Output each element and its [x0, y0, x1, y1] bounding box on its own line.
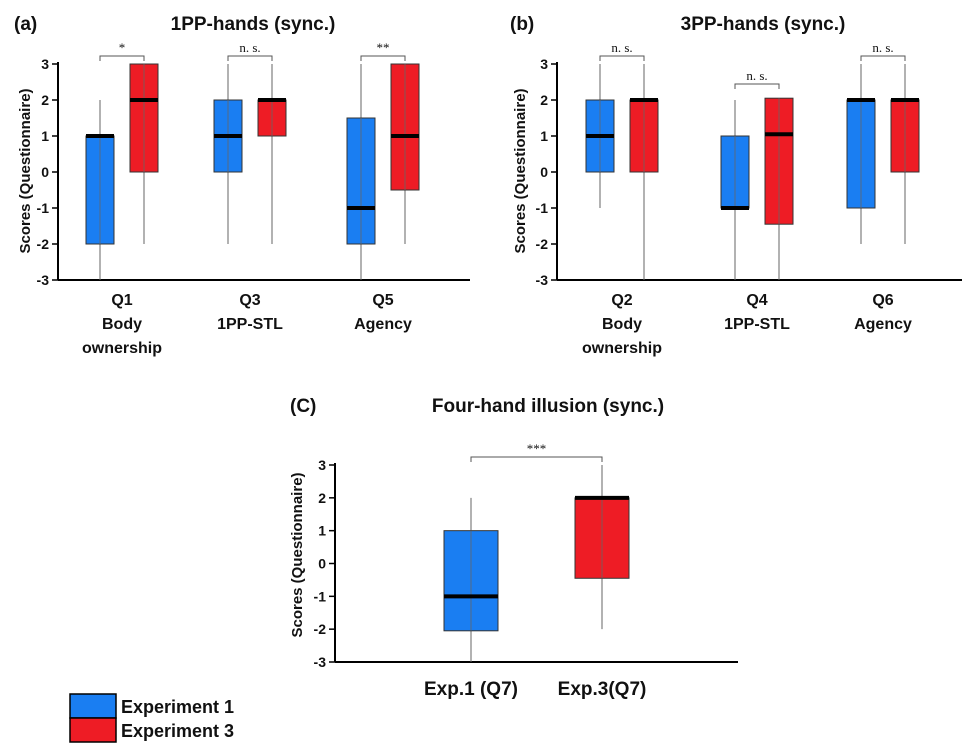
panel-a-title: 1PP-hands (sync.): [171, 14, 336, 35]
panel-c-ytick-label: 3: [318, 457, 326, 473]
panel-a-ytick-label: -3: [37, 272, 50, 288]
panel-a-category-label: Body: [102, 316, 142, 333]
panel-b-sig-2-bracket: [734, 83, 780, 89]
panel-b-sig-1-label: n. s.: [611, 40, 632, 55]
panel-a-ytick-label: 0: [41, 164, 49, 180]
panel-c-title: Four-hand illusion (sync.): [432, 396, 664, 417]
panel-c-category-label: Exp.1 (Q7): [424, 679, 518, 700]
panel-b: (b) 3PP-hands (sync.) Scores (Questionna…: [510, 14, 962, 357]
panel-a-ytick-label: 3: [41, 56, 49, 72]
panel-b-sig-3-bracket: [860, 55, 906, 61]
legend-swatch-experiment-3: [69, 717, 117, 743]
panel-a-ylabel: Scores (Questionnaire): [17, 88, 34, 253]
panel-c: (C) Four-hand illusion (sync.) Scores (Q…: [289, 396, 738, 700]
panel-b-ytick-label: 2: [540, 92, 548, 108]
panel-b-ytick-label: -1: [536, 200, 549, 216]
panel-a-sig-3-bracket: [360, 55, 406, 61]
legend-label-experiment-1: Experiment 1: [121, 697, 234, 717]
legend-label-experiment-3: Experiment 3: [121, 721, 234, 741]
panel-b-ytick-label: -2: [536, 236, 549, 252]
panel-b-ytick-label: 1: [540, 128, 548, 144]
panel-b-category-label: Q2: [611, 292, 632, 309]
panel-a-category-label: Q5: [372, 292, 393, 309]
panel-a-category-label: 1PP-STL: [217, 316, 283, 333]
panel-c-label: (C): [290, 396, 316, 417]
legend: Experiment 1 Experiment 3: [69, 693, 234, 743]
panel-a-category-label: Agency: [354, 316, 412, 333]
panel-a-sig-1-label: *: [119, 40, 126, 55]
panel-b-category-label: Q4: [746, 292, 767, 309]
panel-c-ytick-label: 2: [318, 490, 326, 506]
panel-c-ytick-label: 1: [318, 523, 326, 539]
panel-b-ytick-label: -3: [536, 272, 549, 288]
panel-a-category-label: ownership: [82, 340, 162, 357]
panel-a-sig-3-label: **: [377, 40, 390, 55]
panel-b-label: (b): [510, 14, 534, 35]
panel-a-category-label: Q1: [111, 292, 132, 309]
panel-a-sig-1-bracket: [99, 55, 145, 61]
panel-a-category-label: Q3: [239, 292, 260, 309]
panel-c-sig-label: ***: [527, 441, 547, 456]
panel-c-ytick-label: -2: [314, 621, 327, 637]
panel-c-category-label: Exp.3(Q7): [558, 679, 647, 700]
panel-b-category-label: 1PP-STL: [724, 316, 790, 333]
panel-b-sig-2-label: n. s.: [746, 68, 767, 83]
panel-c-ytick-label: -1: [314, 588, 327, 604]
panel-b-ytick-label: 3: [540, 56, 548, 72]
panel-a-sig-2-label: n. s.: [239, 40, 260, 55]
panel-b-ylabel: Scores (Questionnaire): [512, 88, 529, 253]
panel-b-ytick-label: 0: [540, 164, 548, 180]
panel-c-sig-bracket: [470, 456, 603, 462]
panel-c-ytick-label: 0: [318, 556, 326, 572]
panel-a-ytick-label: -1: [37, 200, 50, 216]
panel-b-sig-1-bracket: [599, 55, 645, 61]
panel-c-ylabel: Scores (Questionnaire): [289, 472, 306, 637]
panel-a-ytick-label: -2: [37, 236, 50, 252]
panel-b-category-label: Q6: [872, 292, 893, 309]
panel-b-category-label: Agency: [854, 316, 912, 333]
panel-c-ytick-label: -3: [314, 654, 327, 670]
panel-b-category-label: Body: [602, 316, 642, 333]
panel-a-sig-2-bracket: [227, 55, 273, 61]
panel-b-title: 3PP-hands (sync.): [681, 14, 846, 35]
legend-swatch-experiment-1: [69, 693, 117, 719]
panel-a-label: (a): [14, 14, 37, 35]
panel-a-ytick-label: 2: [41, 92, 49, 108]
panel-b-sig-3-label: n. s.: [872, 40, 893, 55]
panel-a-ytick-label: 1: [41, 128, 49, 144]
panel-a: (a) 1PP-hands (sync.) Scores (Questionna…: [14, 14, 470, 357]
panel-b-category-label: ownership: [582, 340, 662, 357]
